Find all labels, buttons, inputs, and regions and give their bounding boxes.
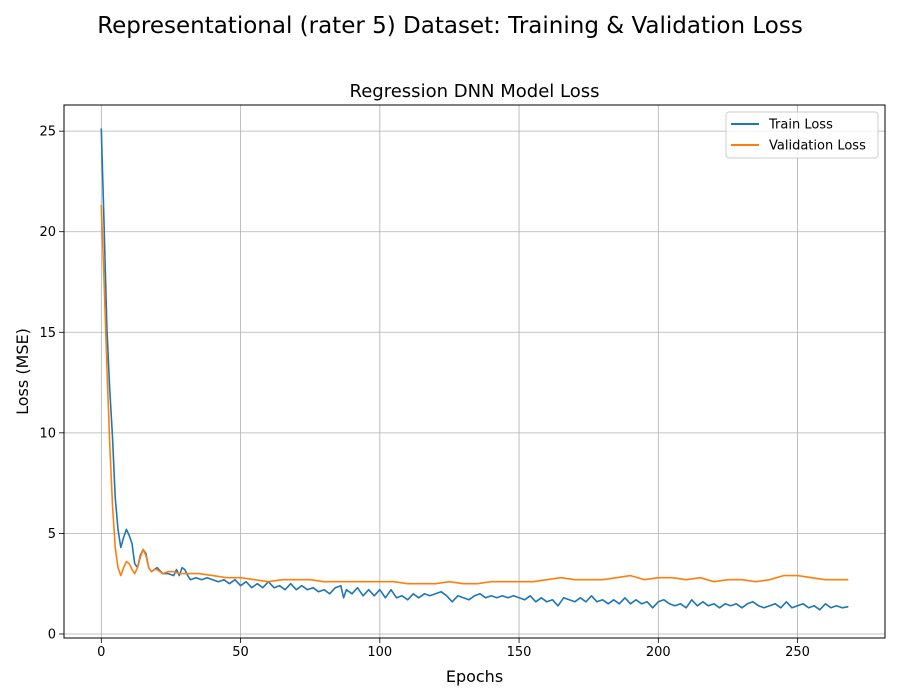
x-axis-label: Epochs — [446, 667, 503, 686]
x-tick-label: 150 — [507, 645, 532, 660]
plot-area-frame — [63, 104, 886, 639]
y-tick-label: 25 — [39, 125, 56, 140]
legend-frame — [725, 111, 879, 159]
x-axis: 0 50 100 150 200 250 — [97, 638, 810, 660]
y-axis: 0 5 10 15 20 25 — [39, 125, 64, 642]
chart-title: Regression DNN Model Loss — [350, 81, 600, 102]
legend: Train Loss Validation Loss — [725, 111, 879, 159]
y-axis-label: Loss (MSE) — [13, 328, 32, 415]
y-tick-label: 10 — [39, 426, 56, 441]
series-line-validation-loss — [100, 204, 849, 585]
y-tick-label: 5 — [48, 527, 56, 542]
y-tick-label: 0 — [48, 627, 56, 642]
x-tick-label: 0 — [97, 645, 105, 660]
legend-label-validation: Validation Loss — [769, 139, 866, 154]
x-tick-label: 100 — [367, 645, 392, 660]
x-tick-label: 200 — [646, 645, 671, 660]
x-tick-label: 250 — [785, 645, 810, 660]
legend-label-train: Train Loss — [768, 118, 833, 133]
y-tick-label: 20 — [39, 225, 56, 240]
figure-suptitle: Representational (rater 5) Dataset: Trai… — [97, 13, 803, 39]
grid-lines — [64, 105, 885, 638]
x-tick-label: 50 — [232, 645, 249, 660]
y-tick-label: 15 — [39, 326, 56, 341]
series-lines — [100, 128, 849, 611]
